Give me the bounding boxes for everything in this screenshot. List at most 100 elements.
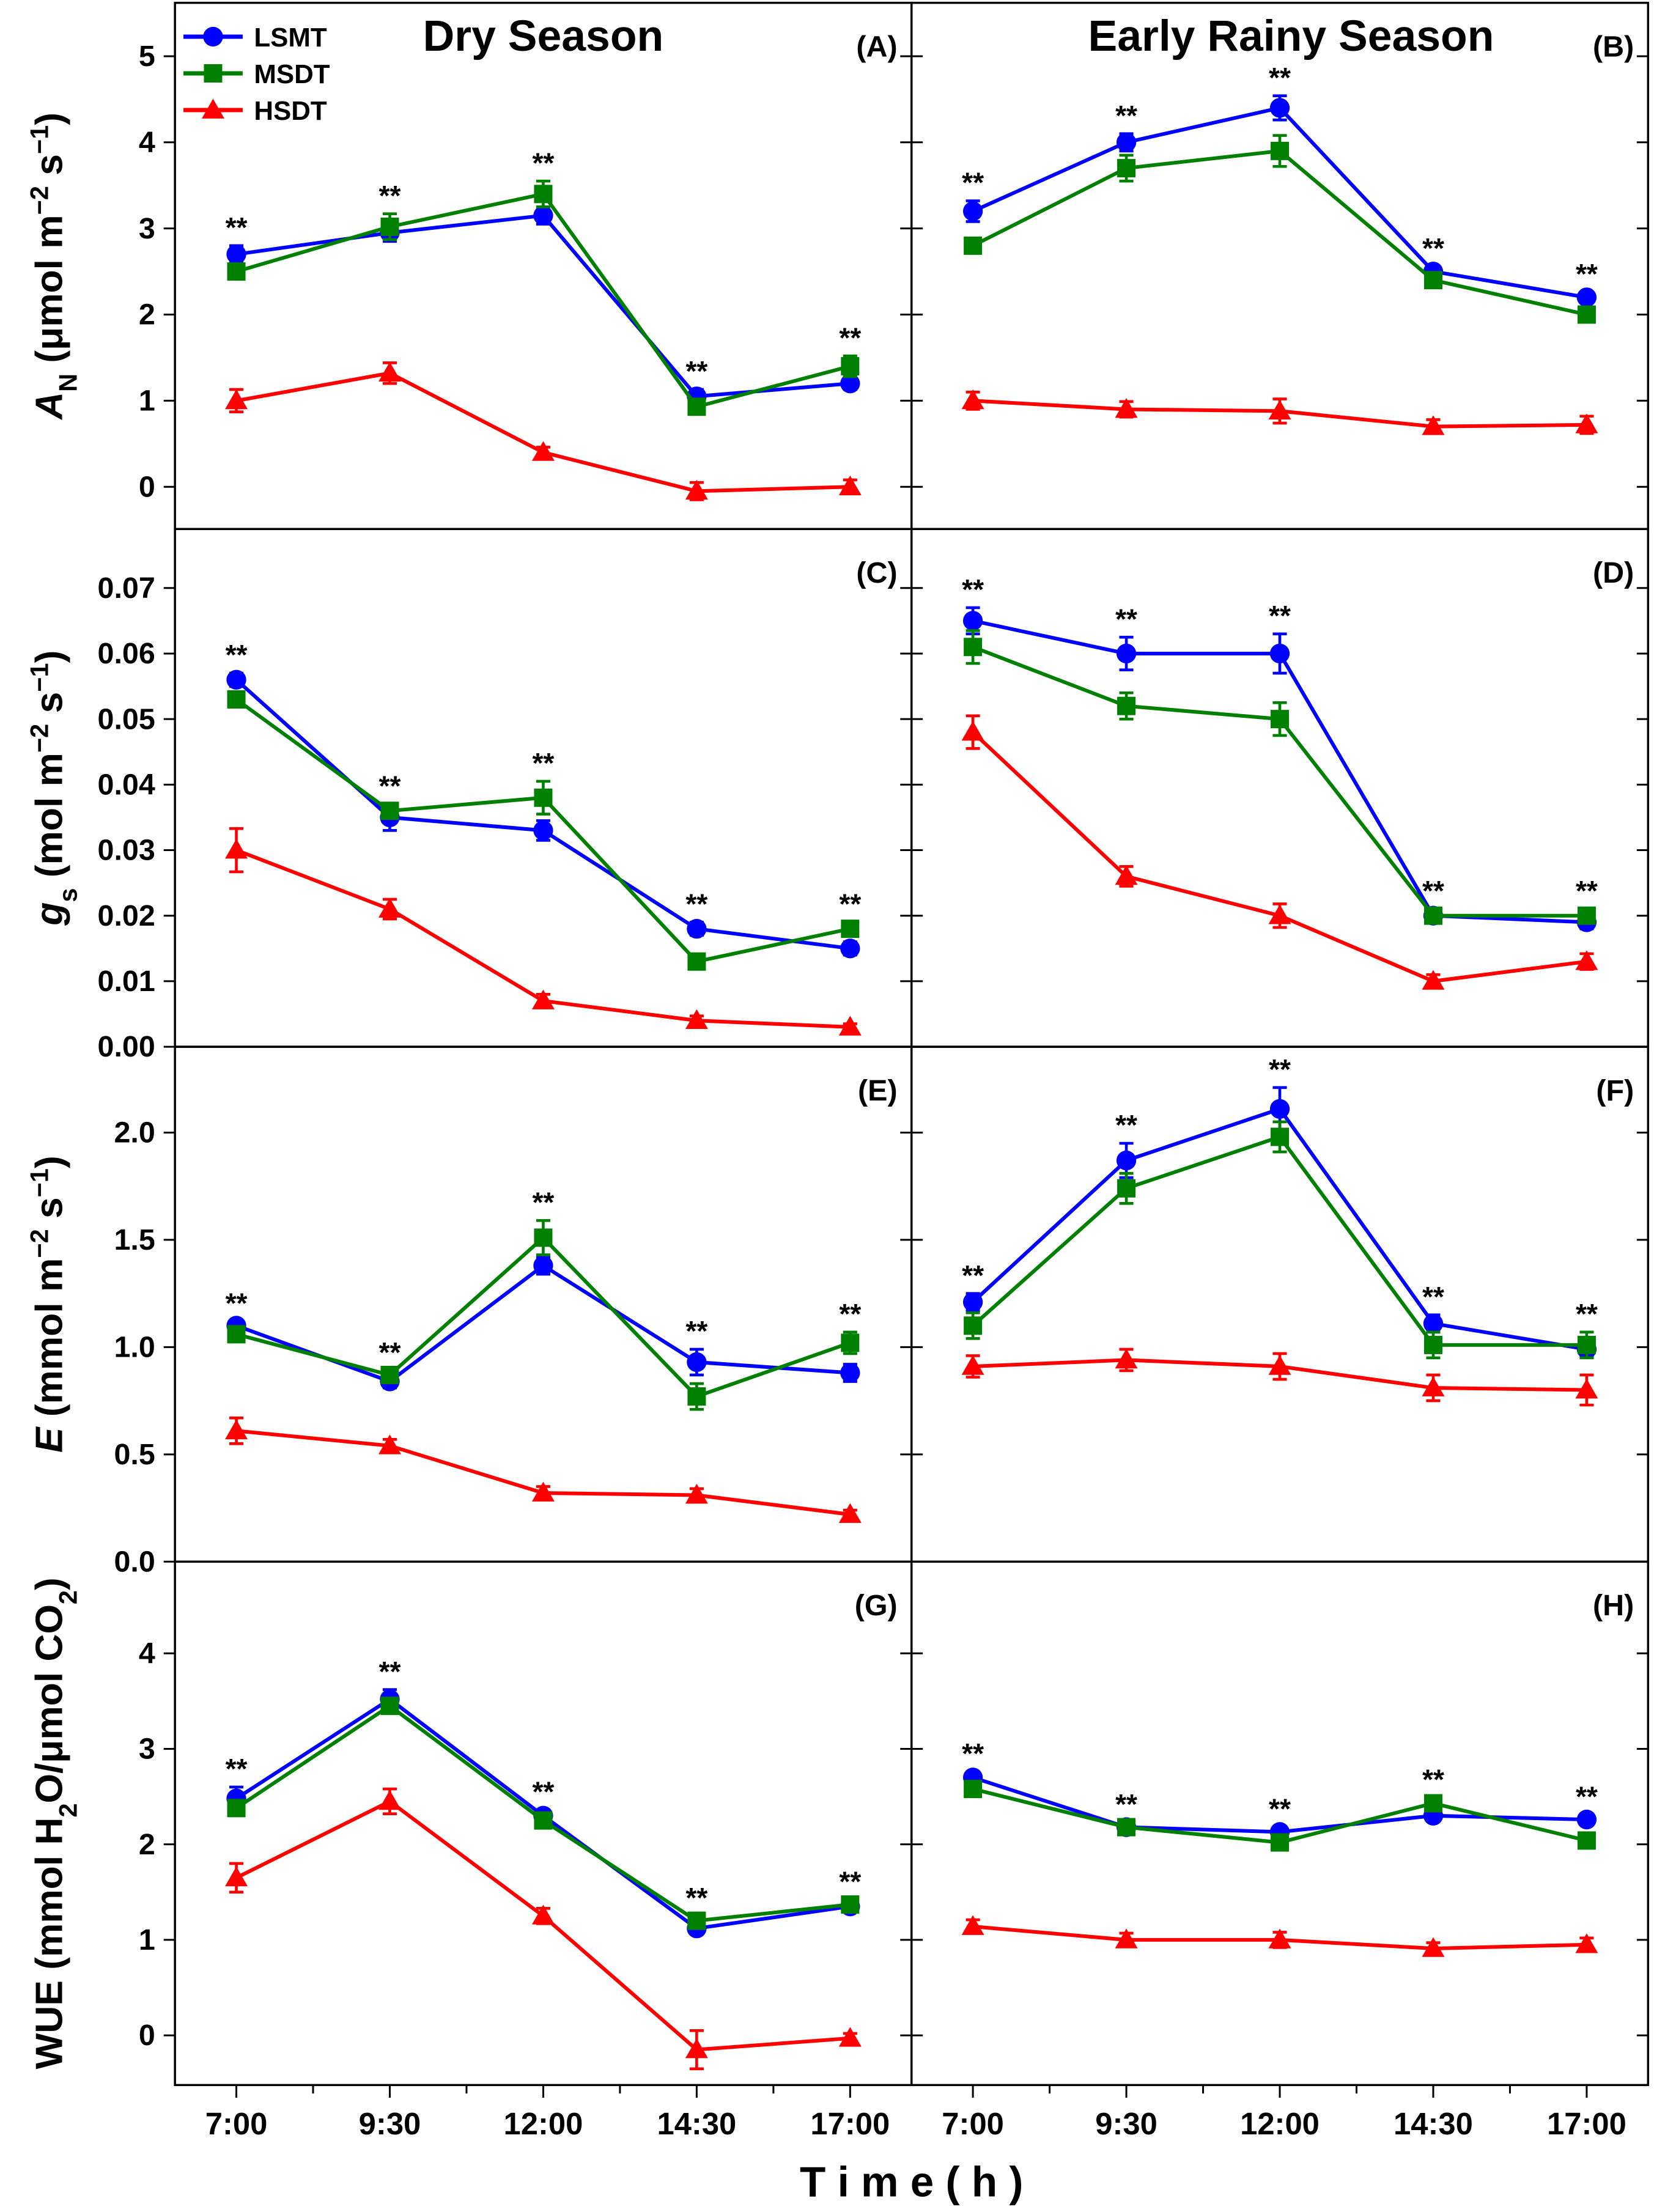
y-tick-label: 0.01 xyxy=(98,965,155,998)
significance-marker: ** xyxy=(1269,1053,1291,1085)
marker-circle xyxy=(203,26,223,47)
marker-triangle xyxy=(1422,970,1445,990)
significance-marker: ** xyxy=(1422,1763,1444,1795)
marker-triangle xyxy=(1422,1937,1445,1957)
x-tick-label: 7:00 xyxy=(205,2106,268,2141)
y-axis-label: AN (μmol m−2 s−1) xyxy=(24,112,82,421)
y-tick-label: 1 xyxy=(139,385,155,418)
significance-marker: ** xyxy=(379,180,401,212)
marker-circle xyxy=(533,820,553,841)
panel-label: (D) xyxy=(1593,556,1634,589)
marker-circle xyxy=(226,244,246,265)
y-axis-label-part: s xyxy=(29,154,71,186)
y-axis-label-part: ) xyxy=(29,1156,71,1168)
significance-marker: ** xyxy=(685,1315,707,1347)
series-line xyxy=(972,149,1587,317)
significance-marker: ** xyxy=(379,770,401,802)
y-tick-label: 2 xyxy=(139,1828,155,1861)
y-axis-label-part: s xyxy=(29,1197,71,1229)
marker-triangle xyxy=(1115,1928,1138,1948)
significance-marker: ** xyxy=(1269,1793,1291,1825)
y-tick-label: 2 xyxy=(139,298,155,331)
marker-triangle xyxy=(1115,398,1138,418)
marker-square xyxy=(1117,1179,1136,1198)
series-lsmt xyxy=(226,205,860,407)
series-line xyxy=(235,191,851,409)
y-tick-label: 3 xyxy=(139,212,155,245)
significance-marker: ** xyxy=(379,1336,401,1368)
marker-triangle xyxy=(378,361,401,382)
x-axis-1: 7:00 9:30 12:00 14:30 17:00 Early Rainy Seaso… xyxy=(942,12,1626,2141)
marker-triangle xyxy=(961,1915,984,1935)
marker-square xyxy=(1423,271,1442,290)
y-tick-label: 0.03 xyxy=(98,834,155,867)
marker-square xyxy=(1117,159,1136,178)
significance-marker: ** xyxy=(1576,258,1598,290)
marker-triangle xyxy=(838,1016,862,1036)
column-title: Dry Season xyxy=(423,12,664,61)
x-tick-label: 12:00 xyxy=(1240,2106,1320,2141)
panel-label: (F) xyxy=(1596,1074,1634,1107)
marker-square xyxy=(534,1811,553,1830)
significance-marker: ** xyxy=(1269,62,1291,94)
y-tick-label: 4 xyxy=(139,1637,155,1670)
significance-marker: ** xyxy=(226,212,248,243)
y-axis-label-part: WUE (mmol H xyxy=(29,1818,71,2070)
x-tick-label: 9:30 xyxy=(1095,2106,1157,2141)
panel-f: (F) ** ** ** ** ** xyxy=(961,1053,1634,1407)
marker-triangle xyxy=(225,389,248,410)
y-axis-label: gs (mol m−2 s−1) xyxy=(24,651,82,926)
marker-square xyxy=(1577,1831,1596,1850)
y-tick-label: 2.0 xyxy=(114,1116,155,1149)
marker-square xyxy=(380,802,399,820)
y-tick-label: 1.5 xyxy=(114,1223,155,1256)
panel-g: (G) ** ** ** ** ** xyxy=(225,1589,898,2071)
y-axis-label-part: ) xyxy=(29,112,71,125)
significance-marker: ** xyxy=(1422,232,1444,264)
series-line xyxy=(236,1429,851,1517)
significance-marker: ** xyxy=(1576,875,1598,907)
y-axis-row-2: 0.0 0.5 1.0 1.5 2.0 E (mmol m−2 s−1) xyxy=(24,1116,1648,1578)
marker-square xyxy=(1117,1818,1136,1837)
marker-triangle xyxy=(531,441,555,461)
significance-marker: ** xyxy=(839,888,861,920)
marker-circle xyxy=(687,918,707,939)
marker-triangle xyxy=(1575,950,1598,970)
y-axis-label-part: 2 xyxy=(53,1590,82,1604)
marker-triangle xyxy=(685,479,708,500)
marker-square xyxy=(1577,906,1596,925)
significance-marker: ** xyxy=(532,1186,554,1218)
series-line xyxy=(235,1799,851,2052)
marker-square xyxy=(534,1228,553,1247)
legend-label: MSDT xyxy=(254,59,330,89)
significance-marker: ** xyxy=(1115,603,1137,635)
marker-circle xyxy=(1269,98,1290,118)
series-msdt xyxy=(964,1120,1596,1360)
y-tick-label: 0.0 xyxy=(114,1545,155,1578)
significance-marker: ** xyxy=(962,1738,984,1769)
marker-circle xyxy=(840,1363,860,1383)
significance-marker: ** xyxy=(685,888,707,920)
marker-triangle xyxy=(225,1419,248,1440)
panel-label: (G) xyxy=(855,1589,898,1622)
marker-circle xyxy=(1423,1313,1444,1333)
series-msdt xyxy=(964,1780,1596,1852)
marker-square xyxy=(1271,710,1290,729)
marker-triangle xyxy=(1268,904,1291,924)
marker-circle xyxy=(1576,1809,1597,1830)
y-axis-label-part: −2 xyxy=(24,186,53,215)
significance-marker: ** xyxy=(226,1287,248,1319)
marker-square xyxy=(964,1316,983,1335)
marker-square xyxy=(841,357,860,376)
panel-c: (C) ** ** ** ** ** xyxy=(225,556,898,1036)
marker-square xyxy=(687,397,706,416)
significance-marker: ** xyxy=(1115,1109,1137,1141)
significance-marker: ** xyxy=(1115,1788,1137,1820)
x-tick-label: 7:00 xyxy=(942,2106,1004,2141)
significance-marker: ** xyxy=(962,1259,984,1291)
marker-triangle xyxy=(1268,1928,1291,1948)
marker-circle xyxy=(1116,643,1137,664)
y-tick-label: 5 xyxy=(139,40,155,73)
series-hsdt xyxy=(225,827,862,1036)
